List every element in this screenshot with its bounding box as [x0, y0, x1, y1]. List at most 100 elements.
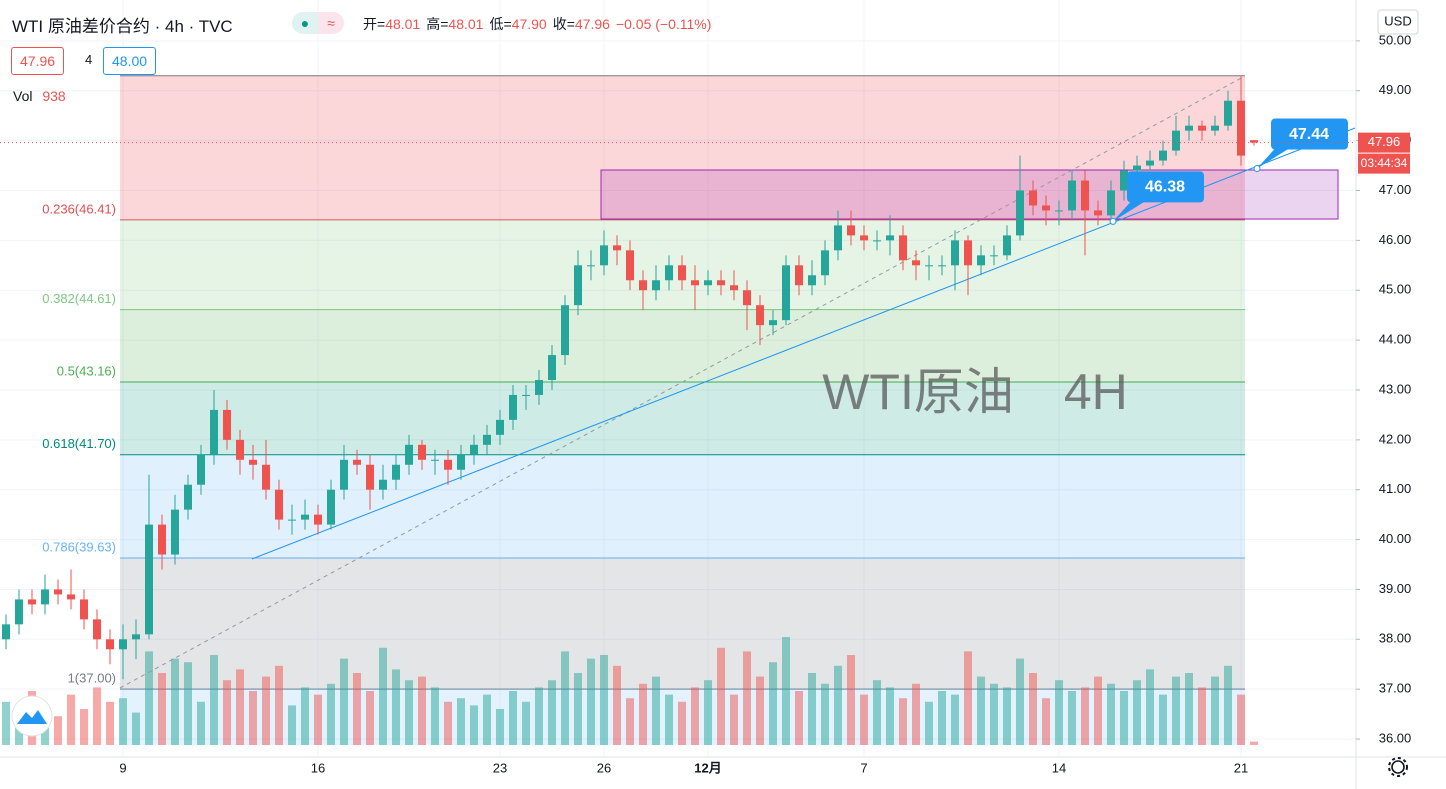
volume-bar — [1159, 694, 1167, 745]
tradingview-logo[interactable] — [11, 695, 53, 737]
candle-body — [717, 280, 725, 286]
volume-bar — [1237, 694, 1245, 745]
callout-pointer — [1113, 201, 1145, 222]
volume-bar — [795, 691, 803, 745]
candle-body — [977, 255, 985, 266]
y-tick-label: 40.00 — [1379, 531, 1412, 546]
volume-bar — [496, 709, 504, 745]
y-tick-label: 46.00 — [1379, 232, 1412, 247]
volume-bar — [665, 694, 673, 745]
candle-body — [1107, 190, 1115, 216]
y-tick-label: 50.00 — [1379, 32, 1412, 47]
rectangle-zone[interactable] — [600, 169, 1339, 220]
volume-bar — [561, 651, 569, 745]
dashed-trendline[interactable] — [119, 75, 1246, 689]
bid-price[interactable]: 47.96 — [11, 47, 65, 75]
candle-body — [275, 489, 283, 520]
candle-body — [93, 619, 101, 640]
volume-bar — [1042, 698, 1050, 745]
candle-body — [1081, 180, 1089, 211]
volume-bar — [1029, 673, 1037, 745]
volume-bar — [210, 655, 218, 745]
volume-bar — [132, 712, 140, 745]
fib-zone — [120, 75, 1245, 220]
callouts: 46.38 47.44 — [1109, 118, 1348, 225]
ohlc-value: 48.01 — [448, 16, 484, 32]
candle-body — [665, 265, 673, 281]
y-tick-label: 38.00 — [1379, 631, 1412, 646]
ohlc-label: 开= — [363, 16, 386, 32]
candle-body — [639, 280, 647, 291]
volume-bar — [353, 673, 361, 745]
candle-body — [691, 280, 699, 286]
price-axis: 36.00 37.00 38.00 39.00 40.00 41.00 42.00 43.00… — [0, 32, 1411, 745]
candle-body — [1003, 235, 1011, 256]
candle-body — [405, 444, 413, 465]
volume-bar — [327, 683, 335, 745]
candle-body — [574, 265, 582, 306]
volume-bar — [756, 676, 764, 745]
volume-bar — [249, 691, 257, 745]
gear-teeth — [1388, 757, 1408, 777]
candle-body — [1250, 140, 1258, 143]
volume-bar — [925, 701, 933, 745]
candle-body — [379, 479, 387, 490]
currency-button[interactable] — [1377, 9, 1419, 35]
volume-bar — [444, 701, 452, 745]
y-tick-label: 36.00 — [1379, 730, 1412, 745]
volume-bar — [730, 694, 738, 745]
volume-bar — [782, 637, 790, 745]
x-tick-label: 16 — [311, 760, 325, 775]
candle-body — [1211, 125, 1219, 131]
volume-bar — [80, 709, 88, 745]
volume-bar — [1172, 676, 1180, 745]
volume-bar — [834, 665, 842, 745]
volume-bar — [379, 647, 387, 745]
volume-bar — [873, 680, 881, 745]
fib-level-label: 0.5(43.16) — [57, 363, 116, 378]
candle-body — [951, 240, 959, 266]
candle-body — [314, 514, 322, 525]
volume-bar — [457, 698, 465, 745]
callout-pointer — [1257, 148, 1289, 169]
status-buttons[interactable]: ● ≈ — [292, 12, 344, 34]
volume-bar — [314, 694, 322, 745]
fib-level-label: 0.236(46.41) — [42, 201, 116, 216]
volume-bar — [1055, 680, 1063, 745]
volume-bar — [1224, 665, 1232, 745]
candle-body — [236, 439, 244, 460]
fibonacci-retracement: 0.236(46.41) 0.382(44.61) 0.5(43.16) 0.618(… — [42, 75, 1245, 690]
volume-legend: Vol 938 — [13, 88, 66, 104]
symbol-title[interactable]: WTI 原油差价合约 · 4h · TVC — [12, 17, 233, 36]
candle-body — [808, 275, 816, 286]
volume-bar — [184, 662, 192, 745]
candle-body — [197, 454, 205, 485]
y-tick-label: 45.00 — [1379, 282, 1412, 297]
settings-icon[interactable] — [1388, 757, 1408, 777]
candle-body — [444, 459, 452, 470]
callout-label: 46.38 — [1145, 179, 1185, 196]
candle-body — [288, 519, 296, 521]
volume-bar — [977, 676, 985, 745]
candle-body — [600, 245, 608, 266]
callout-label: 47.44 — [1289, 126, 1329, 143]
volume-bar — [1120, 691, 1128, 745]
candle-body — [912, 260, 920, 266]
candle-body — [1042, 205, 1050, 211]
fib-level-label: 0.786(39.63) — [42, 539, 116, 554]
volume-bars — [2, 637, 1258, 745]
candle-body — [262, 464, 270, 490]
candle-body — [431, 459, 439, 461]
ohlc-label: 高= — [426, 16, 449, 32]
candle-body — [28, 599, 36, 605]
candle-body — [15, 599, 23, 625]
candle-body — [366, 464, 374, 490]
ask-price[interactable]: 48.00 — [103, 47, 157, 75]
volume-bar — [990, 683, 998, 745]
candle-body — [353, 459, 361, 465]
candle-body — [535, 379, 543, 395]
candle-body — [1146, 160, 1154, 166]
volume-bar — [509, 691, 517, 745]
fib-zone — [120, 558, 1245, 690]
countdown-tag — [1358, 153, 1410, 174]
